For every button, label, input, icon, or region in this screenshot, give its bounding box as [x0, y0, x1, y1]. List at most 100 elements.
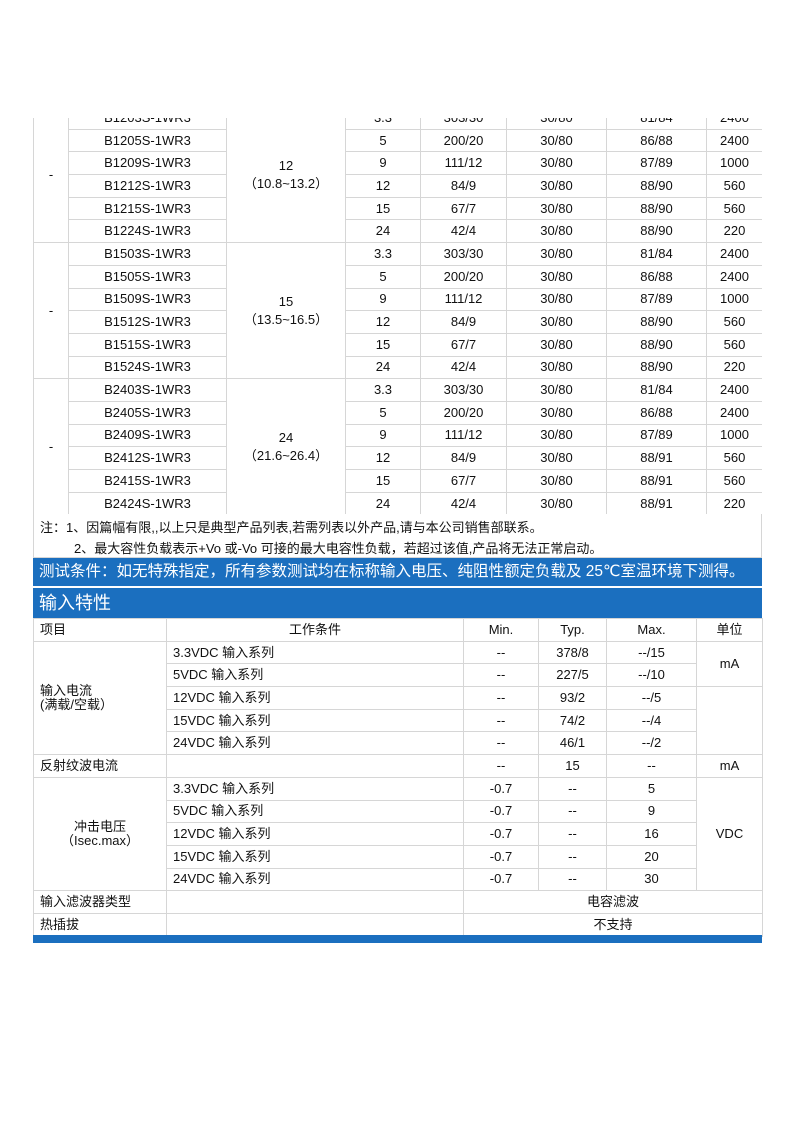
table-cell: -0.7 — [463, 799, 539, 824]
input-voltage-cell: 24 （21.6~26.4） — [226, 378, 346, 514]
table-cell: 88/90 — [606, 355, 707, 380]
column-header: 单位 — [696, 618, 763, 642]
table-cell: 200/20 — [420, 128, 507, 153]
input-characteristics-table: 项目 工作条件 Min. Typ. Max. 单位 输入电流 (满载/空载） 3.3VDC 输入… — [33, 618, 763, 937]
table-cell: 30/80 — [506, 128, 607, 153]
table-cell: 67/7 — [420, 469, 507, 493]
table-cell: 88/90 — [606, 332, 707, 357]
item-label: (满载/空载） — [40, 696, 113, 712]
table-cell: 12 — [345, 310, 421, 334]
table-cell: 3.3 — [345, 242, 421, 266]
table-cell: 2400 — [706, 118, 762, 130]
table-cell: 67/7 — [420, 196, 507, 221]
table-cell: --/15 — [606, 640, 697, 665]
table-cell: 9 — [345, 151, 421, 176]
table-cell: 46/1 — [538, 731, 607, 756]
table-cell: -0.7 — [463, 867, 539, 892]
table-cell: 560 — [706, 196, 762, 221]
table-cell: --/5 — [606, 686, 697, 710]
model-cell: B1515S-1WR3 — [68, 332, 227, 357]
table-cell: -0.7 — [463, 822, 539, 846]
model-cell: B1524S-1WR3 — [68, 355, 227, 380]
table-cell: 5 — [345, 128, 421, 153]
table-cell: -- — [606, 754, 697, 778]
table-cell: 30/80 — [506, 469, 607, 493]
table-cell: 30/80 — [506, 174, 607, 198]
table-cell: -- — [463, 731, 539, 756]
table-cell: 2400 — [706, 264, 762, 289]
model-cell: B1209S-1WR3 — [68, 151, 227, 176]
table-cell: 42/4 — [420, 219, 507, 244]
table-cell: 88/90 — [606, 219, 707, 244]
table-cell: 111/12 — [420, 423, 507, 448]
table-cell: 2400 — [706, 128, 762, 153]
table-row: B1515S-1WR3 15 67/7 30/80 88/90 560 — [34, 332, 762, 357]
table-cell: 1000 — [706, 287, 762, 312]
table-cell: 3.3 — [345, 118, 421, 130]
table-row: -B1203S-1WR312（10.8~13.2）3.3303/3030/808… — [33, 118, 762, 244]
table-cell: 2400 — [706, 242, 762, 266]
table-cell: 30/80 — [506, 332, 607, 357]
table-cell: 30/80 — [506, 446, 607, 470]
table-cell: 2400 — [706, 378, 762, 402]
table-cell: 227/5 — [538, 663, 607, 688]
table-cell: 87/89 — [606, 287, 707, 312]
item-cell: 冲击电压 （Isec.max） — [33, 776, 167, 892]
model-cell: B1203S-1WR3 — [68, 118, 227, 130]
table-cell: 86/88 — [606, 128, 707, 153]
table-cell: mA — [696, 754, 763, 778]
table-row: 热插拔 不支持 — [33, 912, 763, 937]
table-cell: 86/88 — [606, 264, 707, 289]
table-cell: 30/80 — [506, 491, 607, 514]
table-cell: 12 — [345, 446, 421, 470]
note-2: 2、最大容性负载表示+Vo 或-Vo 可接的最大电容性负载，若超过该值,产品将无… — [74, 541, 603, 556]
unit-cell: VDC — [696, 776, 763, 892]
table-cell: 20 — [606, 844, 697, 869]
test-condition-banner: 测试条件：如无特殊指定，所有参数测试均在标称输入电压、纯阻性额定负载及 25℃室… — [33, 558, 762, 586]
table-cell: 2400 — [706, 400, 762, 425]
table-cell: 220 — [706, 491, 762, 514]
model-cell: B1224S-1WR3 — [68, 219, 227, 244]
table-cell — [166, 890, 464, 914]
table-cell: 81/84 — [606, 242, 707, 266]
table-cell: 84/9 — [420, 310, 507, 334]
input-range: （21.6~26.4） — [243, 447, 329, 463]
table-cell: 67/7 — [420, 332, 507, 357]
table-cell: 30/80 — [506, 242, 607, 266]
table-row: - B2403S-1WR3 24 （21.6~26.4） 3.3 303/30 30/80 8… — [33, 378, 762, 514]
table-cell: -- — [463, 640, 539, 665]
table-row: B2424S-1WR3 24 42/4 30/80 88/91 220 — [34, 491, 762, 514]
table-cell: 87/89 — [606, 151, 707, 176]
table-cell: -- — [538, 776, 607, 801]
table-cell: 30/80 — [506, 151, 607, 176]
model-cell: B1205S-1WR3 — [68, 128, 227, 153]
table-row: B1205S-1WR3 5 200/20 30/80 86/88 2400 — [34, 128, 762, 153]
model-cell: B2424S-1WR3 — [68, 491, 227, 514]
table-row: B1209S-1WR3 9 111/12 30/80 87/89 1000 — [34, 151, 762, 176]
input-range: （13.5~16.5） — [243, 311, 329, 327]
table-cell: -- — [463, 754, 539, 778]
table-cell: 220 — [706, 355, 762, 380]
model-cell: B2412S-1WR3 — [68, 446, 227, 470]
table-row: 输入电流 (满载/空载） 3.3VDC 输入系列 -- 378/8 --/15 mA — [33, 640, 763, 756]
table-cell: 9 — [345, 287, 421, 312]
table-row: B2412S-1WR3 12 84/9 30/80 88/91 560 — [34, 446, 762, 470]
table-cell: 12 — [345, 174, 421, 198]
table-cell: 560 — [706, 469, 762, 493]
series-cell: - — [33, 378, 69, 514]
table-cell: -- — [463, 663, 539, 688]
table-cell: 24 — [345, 491, 421, 514]
table-cell: 88/91 — [606, 491, 707, 514]
table-row: 15VDC 输入系列 -- 74/2 --/4 — [34, 708, 763, 733]
series-cell: - — [33, 242, 69, 380]
table-cell: 87/89 — [606, 423, 707, 448]
table-cell: 30/80 — [506, 423, 607, 448]
notes: 注：1、因篇幅有限,,以上只是典型产品列表,若需列表以外产品,请与本公司销售部联… — [33, 514, 762, 558]
table-cell: 9 — [345, 423, 421, 448]
item-label: （Isec.max） — [60, 833, 139, 849]
table-cell: -- — [538, 822, 607, 846]
table-cell: 15 — [345, 196, 421, 221]
table-cell: 30/80 — [506, 355, 607, 380]
item-label: 输入电流 — [40, 682, 93, 698]
unit-cell — [696, 686, 763, 756]
